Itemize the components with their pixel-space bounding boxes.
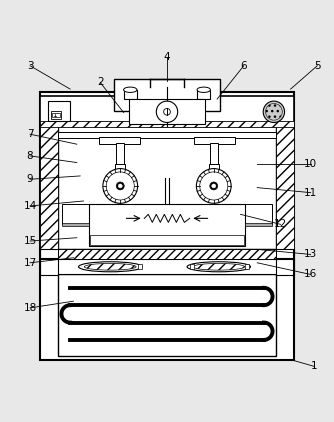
- Ellipse shape: [84, 263, 136, 270]
- Circle shape: [116, 182, 124, 190]
- Text: 13: 13: [304, 249, 317, 260]
- Text: 17: 17: [23, 258, 37, 268]
- Bar: [276, 126, 294, 249]
- Bar: [90, 235, 244, 245]
- Bar: [52, 113, 60, 117]
- Bar: [129, 99, 205, 124]
- Circle shape: [106, 172, 134, 200]
- Ellipse shape: [124, 87, 137, 92]
- Circle shape: [103, 168, 138, 203]
- Bar: [138, 265, 142, 269]
- Text: 9: 9: [27, 174, 33, 184]
- Ellipse shape: [187, 262, 250, 272]
- Circle shape: [263, 101, 285, 122]
- Circle shape: [164, 108, 170, 115]
- Bar: [58, 274, 276, 356]
- Bar: [48, 101, 70, 122]
- Text: 7: 7: [27, 129, 33, 139]
- Bar: [99, 137, 140, 144]
- Circle shape: [212, 184, 216, 188]
- Bar: [40, 258, 294, 275]
- Bar: [245, 204, 272, 225]
- Circle shape: [156, 101, 178, 122]
- Bar: [194, 137, 235, 144]
- Text: 5: 5: [314, 61, 321, 71]
- Circle shape: [196, 168, 231, 203]
- Text: 6: 6: [240, 61, 247, 71]
- Bar: [245, 223, 272, 226]
- Bar: [40, 96, 294, 126]
- Text: 10: 10: [304, 159, 317, 169]
- Bar: [245, 265, 249, 269]
- Bar: [210, 143, 218, 164]
- Circle shape: [118, 184, 122, 188]
- Bar: [40, 121, 294, 127]
- Text: 8: 8: [27, 151, 33, 161]
- Text: 14: 14: [23, 201, 37, 211]
- Circle shape: [200, 172, 228, 200]
- Bar: [116, 143, 124, 164]
- Bar: [89, 204, 245, 246]
- Bar: [58, 132, 276, 138]
- Bar: [62, 223, 89, 226]
- Text: 2: 2: [97, 77, 104, 87]
- Bar: [58, 249, 276, 260]
- Bar: [114, 79, 220, 111]
- Text: 1: 1: [311, 361, 317, 371]
- Ellipse shape: [197, 87, 210, 92]
- Ellipse shape: [78, 262, 142, 272]
- Bar: [40, 92, 294, 360]
- Text: 15: 15: [23, 236, 37, 246]
- Text: 16: 16: [304, 270, 317, 279]
- Circle shape: [210, 182, 218, 190]
- Bar: [197, 90, 210, 99]
- Bar: [62, 204, 89, 225]
- Bar: [51, 111, 61, 119]
- Bar: [124, 90, 137, 99]
- Text: 11: 11: [304, 188, 317, 197]
- Text: 3: 3: [27, 61, 33, 71]
- Bar: [40, 249, 294, 260]
- Bar: [190, 265, 194, 269]
- Text: 12: 12: [274, 219, 287, 230]
- Bar: [115, 164, 125, 178]
- Text: 4: 4: [164, 52, 170, 62]
- Bar: [209, 164, 219, 178]
- Bar: [40, 126, 58, 249]
- Ellipse shape: [193, 263, 244, 270]
- Bar: [58, 260, 276, 274]
- Bar: [58, 126, 276, 249]
- Text: 18: 18: [23, 303, 37, 313]
